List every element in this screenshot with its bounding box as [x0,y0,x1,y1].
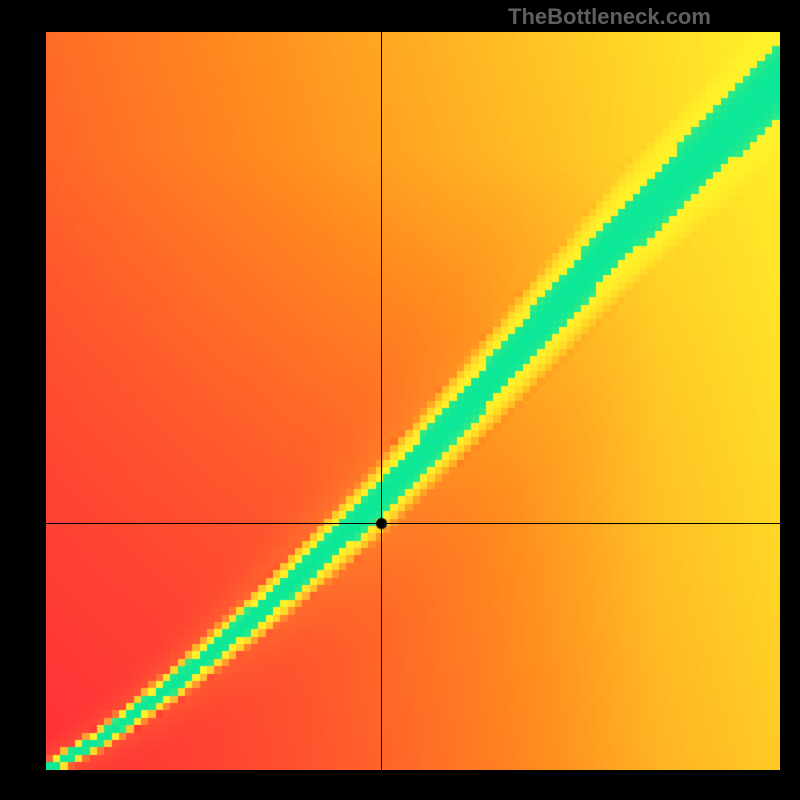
watermark-text: TheBottleneck.com [508,4,711,30]
plot-area [46,32,780,770]
marker-dot [46,32,780,770]
